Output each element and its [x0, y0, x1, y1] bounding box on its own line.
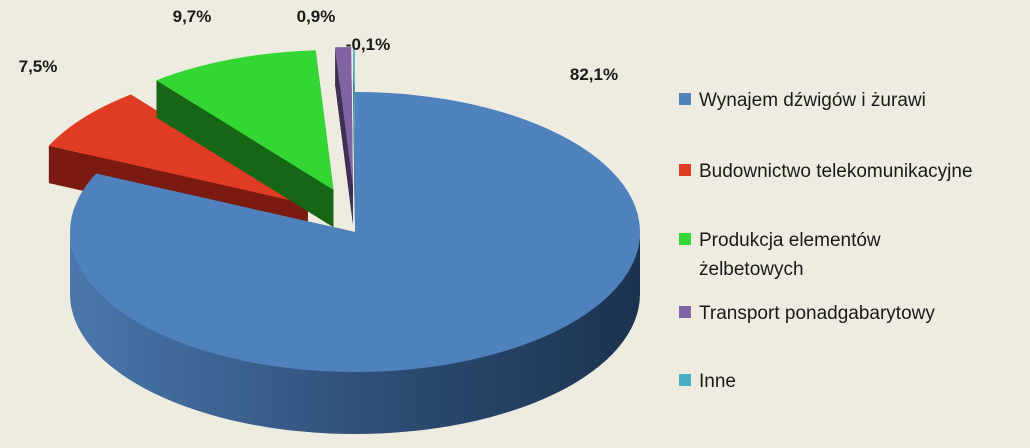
data-labels: 82,1% 7,5% 9,7% 0,9% -0,1% — [19, 7, 618, 84]
legend-label: Wynajem dźwigów i żurawi — [699, 90, 926, 111]
pie-slice-0 — [69, 92, 641, 434]
data-label-2: 9,7% — [173, 7, 212, 26]
data-label-3: 0,9% — [297, 7, 336, 26]
legend-label: Produkcja elementów — [699, 230, 881, 251]
legend-entry-1: Budownictwo telekomunikacyjne — [679, 161, 973, 182]
legend-entry-3: Transport ponadgabarytowy — [679, 303, 935, 324]
legend-swatch — [679, 233, 691, 245]
pie-layer — [48, 47, 641, 434]
legend-label: Transport ponadgabarytowy — [699, 303, 935, 324]
legend-entry-4: Inne — [679, 371, 736, 392]
pie-slice-4 — [353, 47, 355, 225]
legend-entry-0: Wynajem dźwigów i żurawi — [679, 90, 926, 111]
legend-label: Inne — [699, 371, 736, 392]
legend-swatch — [679, 306, 691, 318]
legend-swatch — [679, 374, 691, 386]
legend-swatch — [679, 93, 691, 105]
legend-label: żelbetowych — [699, 259, 804, 280]
legend: Wynajem dźwigów i żurawi Budownictwo tele… — [679, 90, 973, 392]
data-label-0: 82,1% — [570, 65, 618, 84]
pie-slice-3 — [335, 47, 353, 225]
pie-slice-2 — [156, 50, 334, 228]
data-label-1: 7,5% — [19, 57, 58, 76]
legend-swatch — [679, 164, 691, 176]
legend-entry-2: Produkcja elementów żelbetowych — [679, 230, 881, 280]
legend-label: Budownictwo telekomunikacyjne — [699, 161, 973, 182]
data-label-4: -0,1% — [346, 35, 390, 54]
